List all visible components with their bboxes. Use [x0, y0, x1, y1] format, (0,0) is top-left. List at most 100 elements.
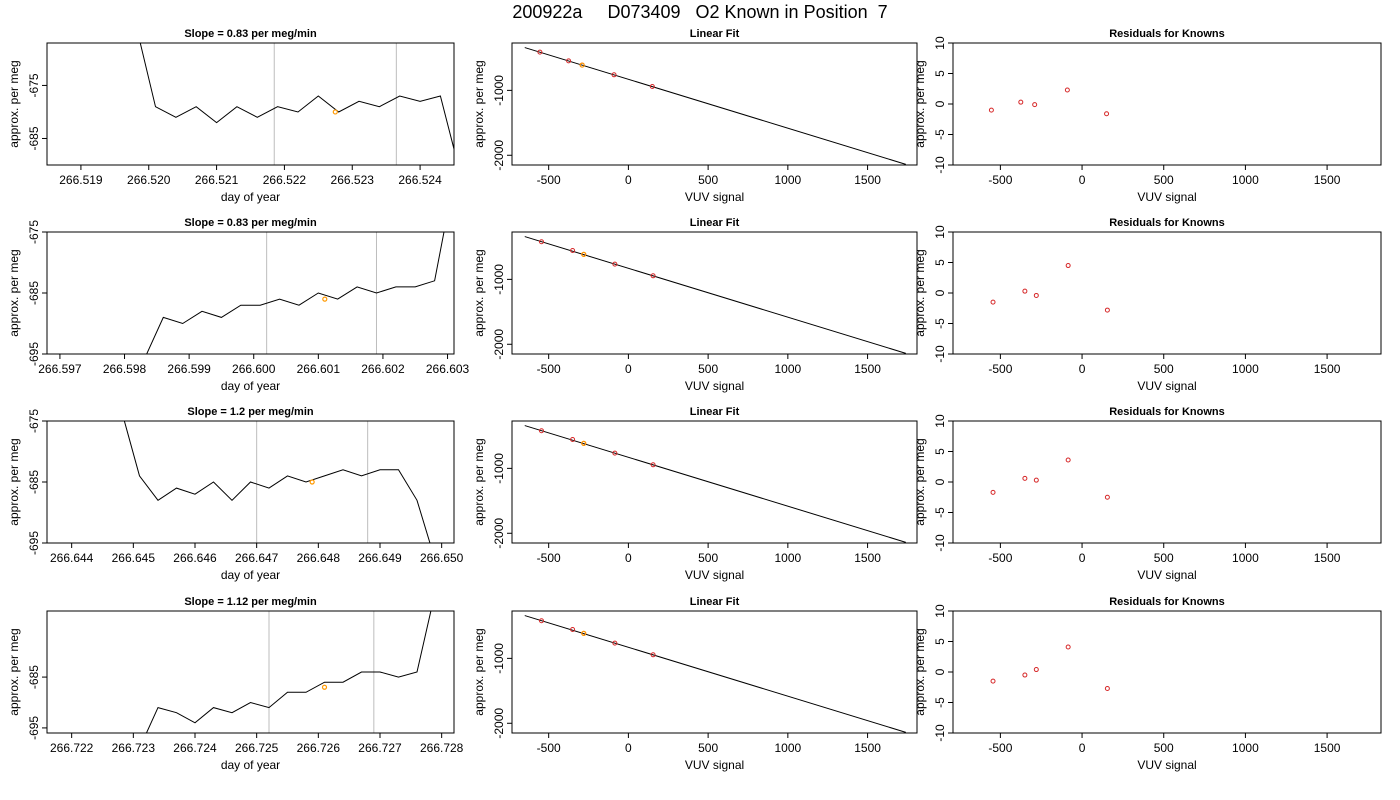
y-axis-label: approx. per meg [7, 628, 21, 715]
y-tick-label: -685 [27, 665, 41, 689]
fit-line [524, 425, 906, 543]
x-tick-label: 0 [625, 173, 632, 187]
x-tick-label: -500 [988, 741, 1012, 755]
y-tick-label: -675 [27, 409, 41, 433]
x-tick-label: 1500 [1314, 551, 1341, 565]
x-tick-label: 1500 [854, 551, 881, 565]
x-tick-label: -500 [537, 173, 561, 187]
y-tick-label: 0 [933, 289, 947, 296]
x-axis-label: VUV signal [1137, 758, 1196, 772]
data-point [1033, 477, 1039, 483]
panel-r2-c3: Residuals for Knowns -500 0 500 1000 1500 -10 -… [913, 217, 1382, 393]
data-point [1033, 292, 1039, 298]
data-point [1065, 457, 1071, 463]
x-axis-label: VUV signal [1137, 190, 1196, 204]
x-tick-label: 1500 [854, 741, 881, 755]
x-tick-label: 1000 [1232, 173, 1259, 187]
plot-frame [511, 420, 918, 544]
series-line [146, 232, 445, 354]
x-tick-label: 266.519 [59, 173, 103, 187]
x-tick-label: 266.727 [358, 741, 402, 755]
data-point [612, 261, 618, 267]
y-tick-label: -1000 [492, 264, 506, 295]
panel-r1-c3: Residuals for Knowns -500 0 500 1000 1500 -10 -… [913, 28, 1382, 204]
plot-data [145, 611, 432, 733]
y-tick-label: -5 [933, 318, 947, 329]
x-tick-label: 500 [1154, 741, 1174, 755]
x-tick-label: -500 [988, 362, 1012, 376]
series-line [123, 421, 431, 543]
y-tick-label: -10 [933, 345, 947, 363]
x-tick-label: 266.646 [173, 551, 217, 565]
x-axis-label: day of year [221, 190, 280, 204]
y-tick-label: -1000 [492, 75, 506, 106]
panel-r2-c1: Slope = 0.83 per meg/min 266.597 266.598 26… [7, 217, 470, 393]
y-axis-label: approx. per meg [472, 60, 486, 147]
data-point [1064, 87, 1070, 93]
x-tick-label: 0 [1079, 741, 1086, 755]
data-point [1104, 111, 1110, 117]
plot-frame [511, 610, 918, 734]
panel-r3-c2: Linear Fit -500 0 500 1000 1500 -1000 -2000 VUV … [472, 406, 918, 582]
x-tick-label: 266.598 [103, 362, 147, 376]
panel-r1-c1: Slope = 0.83 per meg/min 266.519 266.520 26… [7, 28, 455, 204]
data-point [990, 299, 996, 305]
y-tick-label: -10 [933, 534, 947, 552]
y-tick-label: -2000 [492, 140, 506, 171]
x-tick-label: 500 [698, 362, 718, 376]
highlight-point [309, 479, 315, 485]
panel-title: Residuals for Knowns [1109, 28, 1225, 40]
x-tick-label: 500 [1154, 362, 1174, 376]
x-tick-label: 266.722 [50, 741, 94, 755]
panel-title: Slope = 1.2 per meg/min [187, 406, 314, 418]
panel-r4-c2: Linear Fit -500 0 500 1000 1500 -1000 -2000 VUV … [472, 596, 918, 772]
data-point [1033, 667, 1039, 673]
y-tick-label: 10 [933, 604, 947, 618]
x-tick-label: 1500 [1314, 173, 1341, 187]
x-tick-label: 266.601 [297, 362, 341, 376]
x-tick-label: 266.597 [38, 362, 82, 376]
x-tick-label: 1000 [774, 362, 801, 376]
x-tick-label: 266.522 [263, 173, 307, 187]
y-tick-label: -1000 [492, 453, 506, 484]
figure-title: 200922a D073409 O2 Known in Position 7 [512, 2, 888, 22]
x-axis-label: day of year [221, 758, 280, 772]
panel-title: Residuals for Knowns [1109, 217, 1225, 229]
highlight-point [322, 296, 328, 302]
x-axis-label: VUV signal [685, 190, 744, 204]
y-axis-label: approx. per meg [472, 628, 486, 715]
plot-frame [952, 610, 1382, 734]
x-tick-label: 0 [1079, 362, 1086, 376]
y-tick-label: 5 [933, 259, 947, 266]
y-axis-label: approx. per meg [913, 249, 927, 336]
plot-frame [952, 420, 1382, 544]
plot-frame [46, 42, 455, 166]
y-tick-label: -675 [27, 73, 41, 97]
highlight-point [579, 62, 585, 68]
data-point [570, 436, 576, 442]
x-tick-label: 1000 [1232, 362, 1259, 376]
x-tick-label: 1500 [1314, 362, 1341, 376]
x-axis-label: VUV signal [1137, 568, 1196, 582]
series-line [145, 611, 432, 733]
x-tick-label: 266.603 [426, 362, 470, 376]
panel-title: Residuals for Knowns [1109, 596, 1225, 608]
y-axis-label: approx. per meg [7, 60, 21, 147]
panel-r1-c2: Linear Fit -500 0 500 1000 1500 -1000 -2000 VUV … [472, 28, 918, 204]
data-point [1065, 263, 1071, 269]
data-point [538, 618, 544, 624]
y-tick-label: 0 [933, 668, 947, 675]
x-tick-label: 1000 [774, 173, 801, 187]
x-tick-label: 1500 [854, 362, 881, 376]
data-point [537, 49, 543, 55]
y-tick-label: 5 [933, 638, 947, 645]
x-tick-label: 266.602 [361, 362, 405, 376]
panel-title: Linear Fit [690, 596, 740, 608]
data-point [1104, 685, 1110, 691]
x-tick-label: 266.524 [398, 173, 442, 187]
data-point [649, 83, 655, 89]
data-point [1032, 102, 1038, 108]
data-point [612, 640, 618, 646]
plot-frame [46, 610, 455, 734]
data-point [988, 107, 994, 113]
